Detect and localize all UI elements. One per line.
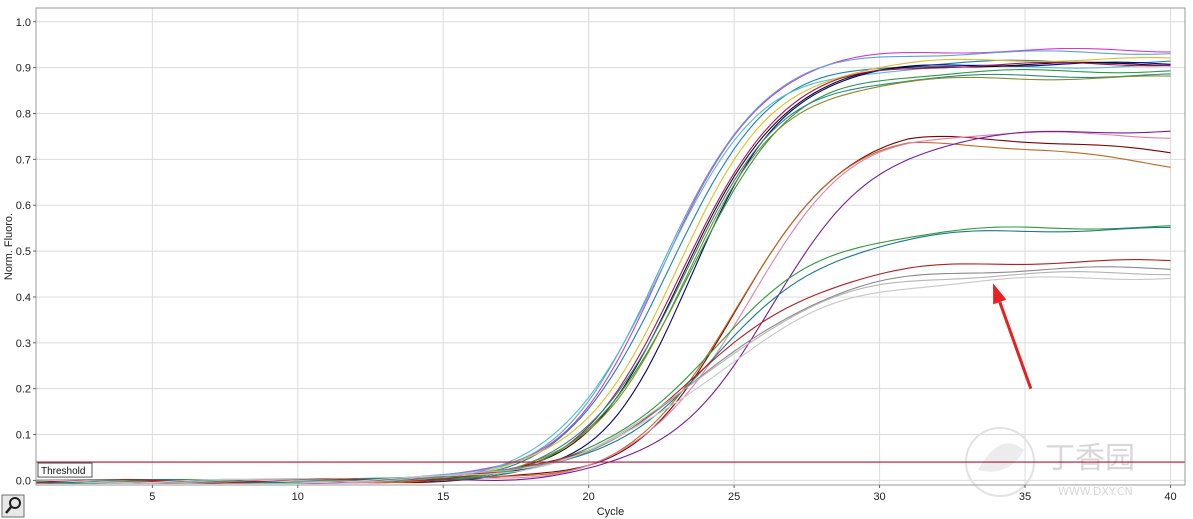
y-tick-label: 0.4	[16, 292, 31, 304]
y-tick-label: 0.9	[16, 63, 31, 75]
threshold-label: Threshold	[41, 466, 85, 477]
y-tick-label: 0.1	[16, 430, 31, 442]
y-tick-label: 0.8	[16, 108, 31, 120]
plot-frame	[35, 7, 1186, 486]
threshold-layer: Threshold	[36, 461, 1185, 478]
y-tick-label: 0.0	[16, 475, 31, 487]
series-layer	[35, 47, 1171, 484]
x-tick-label: 30	[873, 491, 885, 503]
amplification-curve	[35, 276, 1171, 484]
threshold-label-box	[37, 462, 93, 478]
amplification-curve	[35, 225, 1171, 484]
amplification-curve	[35, 271, 1171, 484]
x-axis-title: Cycle	[597, 506, 625, 518]
annotation-layer	[993, 283, 1033, 390]
amplification-curve	[35, 266, 1171, 484]
x-tick-label: 20	[583, 491, 595, 503]
arrow-head	[993, 283, 1007, 305]
y-tick-label: 0.2	[16, 384, 31, 396]
y-tick-label: 0.5	[16, 246, 31, 258]
grid	[36, 8, 1185, 485]
axes: 0.0 0.1 0.2 0.3 0.4 0.5 0.6 0.7 0.8 0.9 1.0 5 10 15 20…	[16, 7, 1186, 503]
y-axis-title: Norm. Fluoro.	[3, 213, 15, 280]
watermark: 丁香园 WWW.DXY.CN	[965, 427, 1135, 498]
x-tick-label: 15	[437, 491, 449, 503]
y-tick-label: 0.3	[16, 338, 31, 350]
y-tick-label: 1.0	[16, 17, 31, 29]
y-tick-label: 0.7	[16, 154, 31, 166]
x-tick-label: 40	[1164, 491, 1176, 503]
x-tick-label: 5	[149, 491, 155, 503]
x-tick-label: 10	[292, 491, 304, 503]
y-tick-label: 0.6	[16, 200, 31, 212]
x-tick-label: 35	[1019, 491, 1031, 503]
watermark-subtext: WWW.DXY.CN	[1058, 485, 1133, 498]
x-tick-label: 25	[728, 491, 740, 503]
arrow-shaft	[998, 301, 1033, 390]
watermark-text: 丁香园	[1045, 441, 1135, 476]
zoom-button[interactable]	[1, 494, 25, 518]
magnifier-icon	[5, 497, 21, 514]
